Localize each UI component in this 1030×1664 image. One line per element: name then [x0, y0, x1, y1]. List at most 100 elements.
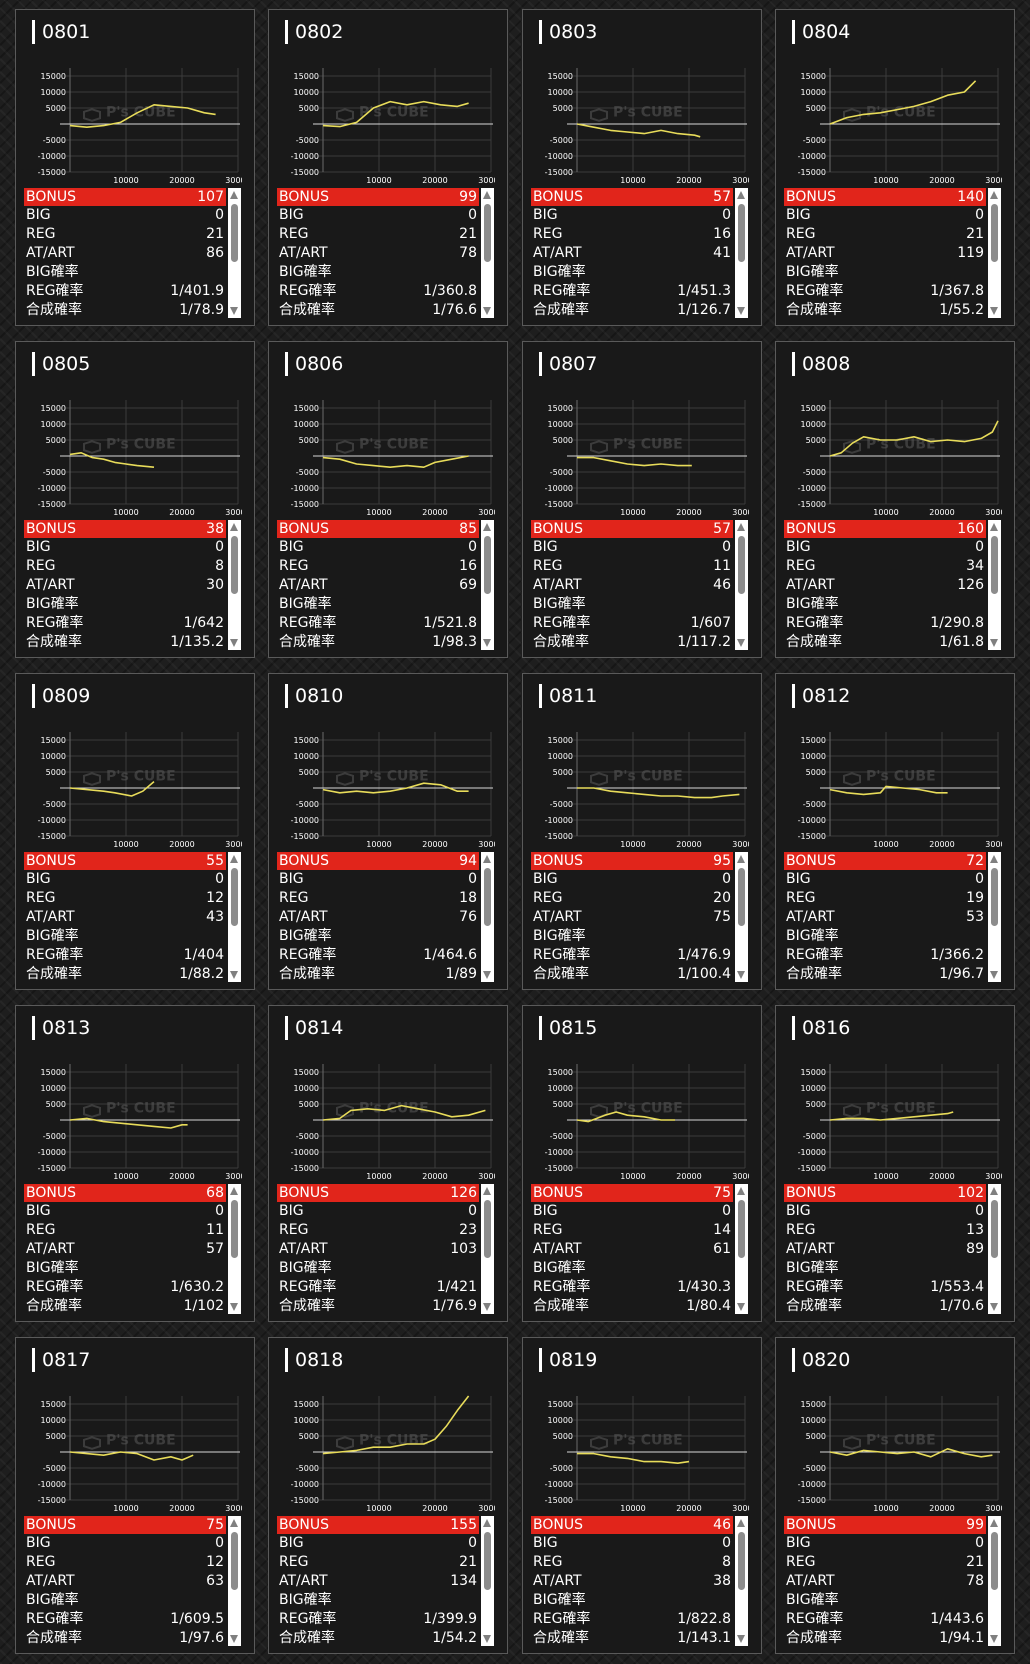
scroll-up-arrow-icon[interactable]: [990, 855, 998, 863]
stats-scrollbar[interactable]: [735, 852, 748, 982]
stats-scrollbar[interactable]: [228, 852, 241, 982]
scroll-thumb[interactable]: [991, 1200, 998, 1258]
scroll-down-arrow-icon[interactable]: [230, 639, 238, 647]
scroll-thumb[interactable]: [484, 868, 491, 926]
scroll-down-arrow-icon[interactable]: [737, 1635, 745, 1643]
scroll-up-arrow-icon[interactable]: [483, 191, 491, 199]
scroll-thumb[interactable]: [991, 204, 998, 262]
scroll-down-arrow-icon[interactable]: [483, 639, 491, 647]
machine-card[interactable]: 0805 P's CUBE 15000 10000 5000 -5000 -10000 -15…: [15, 341, 255, 658]
scroll-down-arrow-icon[interactable]: [737, 971, 745, 979]
stats-scrollbar[interactable]: [735, 188, 748, 318]
scroll-down-arrow-icon[interactable]: [737, 307, 745, 315]
scroll-up-arrow-icon[interactable]: [737, 1519, 745, 1527]
stats-scrollbar[interactable]: [988, 188, 1001, 318]
scroll-up-arrow-icon[interactable]: [737, 855, 745, 863]
scroll-down-arrow-icon[interactable]: [483, 307, 491, 315]
machine-card[interactable]: 0803 P's CUBE 15000 10000 5000 -5000 -10000 -15…: [522, 9, 762, 326]
stats-scrollbar[interactable]: [481, 1184, 494, 1314]
scroll-thumb[interactable]: [991, 536, 998, 594]
machine-card[interactable]: 0811 P's CUBE 15000 10000 5000 -5000 -10000 -15…: [522, 673, 762, 990]
machine-card[interactable]: 0819 P's CUBE 15000 10000 5000 -5000 -10000 -15…: [522, 1337, 762, 1654]
machine-card[interactable]: 0801 P's CUBE 15000 10000 5000 -5000 -10000 -15…: [15, 9, 255, 326]
scroll-up-arrow-icon[interactable]: [230, 1187, 238, 1195]
stats-scrollbar[interactable]: [228, 1516, 241, 1646]
machine-card[interactable]: 0813 P's CUBE 15000 10000 5000 -5000 -10000 -15…: [15, 1005, 255, 1322]
stats-scrollbar[interactable]: [988, 520, 1001, 650]
scroll-thumb[interactable]: [231, 868, 238, 926]
scroll-down-arrow-icon[interactable]: [737, 1303, 745, 1311]
stats-scrollbar[interactable]: [988, 852, 1001, 982]
scroll-thumb[interactable]: [484, 204, 491, 262]
scroll-up-arrow-icon[interactable]: [230, 191, 238, 199]
scroll-thumb[interactable]: [484, 536, 491, 594]
scroll-up-arrow-icon[interactable]: [483, 1187, 491, 1195]
stats-scrollbar[interactable]: [481, 1516, 494, 1646]
scroll-up-arrow-icon[interactable]: [483, 855, 491, 863]
scroll-thumb[interactable]: [484, 1200, 491, 1258]
stats-scrollbar[interactable]: [228, 1184, 241, 1314]
scroll-up-arrow-icon[interactable]: [990, 523, 998, 531]
machine-card[interactable]: 0810 P's CUBE 15000 10000 5000 -5000 -10000 -15…: [268, 673, 508, 990]
scroll-down-arrow-icon[interactable]: [737, 639, 745, 647]
machine-card[interactable]: 0812 P's CUBE 15000 10000 5000 -5000 -10000 -15…: [775, 673, 1015, 990]
machine-card[interactable]: 0816 P's CUBE 15000 10000 5000 -5000 -10000 -15…: [775, 1005, 1015, 1322]
scroll-down-arrow-icon[interactable]: [483, 1303, 491, 1311]
scroll-down-arrow-icon[interactable]: [990, 1635, 998, 1643]
scroll-down-arrow-icon[interactable]: [230, 307, 238, 315]
scroll-up-arrow-icon[interactable]: [230, 1519, 238, 1527]
stats-scrollbar[interactable]: [228, 188, 241, 318]
machine-card[interactable]: 0815 P's CUBE 15000 10000 5000 -5000 -10000 -15…: [522, 1005, 762, 1322]
scroll-thumb[interactable]: [738, 536, 745, 594]
machine-card[interactable]: 0808 P's CUBE 15000 10000 5000 -5000 -10000 -15…: [775, 341, 1015, 658]
machine-card[interactable]: 0809 P's CUBE 15000 10000 5000 -5000 -10000 -15…: [15, 673, 255, 990]
scroll-down-arrow-icon[interactable]: [990, 971, 998, 979]
scroll-thumb[interactable]: [738, 204, 745, 262]
scroll-up-arrow-icon[interactable]: [737, 523, 745, 531]
scroll-down-arrow-icon[interactable]: [230, 971, 238, 979]
scroll-down-arrow-icon[interactable]: [483, 1635, 491, 1643]
scroll-down-arrow-icon[interactable]: [230, 1635, 238, 1643]
scroll-up-arrow-icon[interactable]: [990, 191, 998, 199]
scroll-down-arrow-icon[interactable]: [230, 1303, 238, 1311]
scroll-down-arrow-icon[interactable]: [483, 971, 491, 979]
stats-scrollbar[interactable]: [481, 520, 494, 650]
scroll-up-arrow-icon[interactable]: [737, 191, 745, 199]
stats-scrollbar[interactable]: [481, 852, 494, 982]
scroll-up-arrow-icon[interactable]: [990, 1519, 998, 1527]
stats-scrollbar[interactable]: [735, 1516, 748, 1646]
scroll-down-arrow-icon[interactable]: [990, 639, 998, 647]
scroll-up-arrow-icon[interactable]: [230, 523, 238, 531]
stats-scrollbar[interactable]: [228, 520, 241, 650]
scroll-up-arrow-icon[interactable]: [483, 523, 491, 531]
machine-card[interactable]: 0814 P's CUBE 15000 10000 5000 -5000 -10000 -15…: [268, 1005, 508, 1322]
stats-scrollbar[interactable]: [988, 1516, 1001, 1646]
scroll-down-arrow-icon[interactable]: [990, 307, 998, 315]
scroll-thumb[interactable]: [484, 1532, 491, 1590]
stats-scrollbar[interactable]: [481, 188, 494, 318]
scroll-thumb[interactable]: [231, 204, 238, 262]
scroll-thumb[interactable]: [231, 536, 238, 594]
machine-card[interactable]: 0806 P's CUBE 15000 10000 5000 -5000 -10000 -15…: [268, 341, 508, 658]
scroll-down-arrow-icon[interactable]: [990, 1303, 998, 1311]
stats-scrollbar[interactable]: [988, 1184, 1001, 1314]
scroll-up-arrow-icon[interactable]: [737, 1187, 745, 1195]
scroll-thumb[interactable]: [738, 1200, 745, 1258]
machine-card[interactable]: 0804 P's CUBE 15000 10000 5000 -5000 -10000 -15…: [775, 9, 1015, 326]
scroll-up-arrow-icon[interactable]: [483, 1519, 491, 1527]
scroll-thumb[interactable]: [991, 868, 998, 926]
stats-scrollbar[interactable]: [735, 1184, 748, 1314]
machine-card[interactable]: 0817 P's CUBE 15000 10000 5000 -5000 -10000 -15…: [15, 1337, 255, 1654]
scroll-thumb[interactable]: [738, 868, 745, 926]
stats-scrollbar[interactable]: [735, 520, 748, 650]
scroll-up-arrow-icon[interactable]: [230, 855, 238, 863]
scroll-thumb[interactable]: [231, 1532, 238, 1590]
machine-card[interactable]: 0807 P's CUBE 15000 10000 5000 -5000 -10000 -15…: [522, 341, 762, 658]
machine-card[interactable]: 0820 P's CUBE 15000 10000 5000 -5000 -10000 -15…: [775, 1337, 1015, 1654]
machine-card[interactable]: 0818 P's CUBE 15000 10000 5000 -5000 -10000 -15…: [268, 1337, 508, 1654]
scroll-thumb[interactable]: [738, 1532, 745, 1590]
scroll-thumb[interactable]: [991, 1532, 998, 1590]
machine-card[interactable]: 0802 P's CUBE 15000 10000 5000 -5000 -10000 -15…: [268, 9, 508, 326]
scroll-thumb[interactable]: [231, 1200, 238, 1258]
scroll-up-arrow-icon[interactable]: [990, 1187, 998, 1195]
